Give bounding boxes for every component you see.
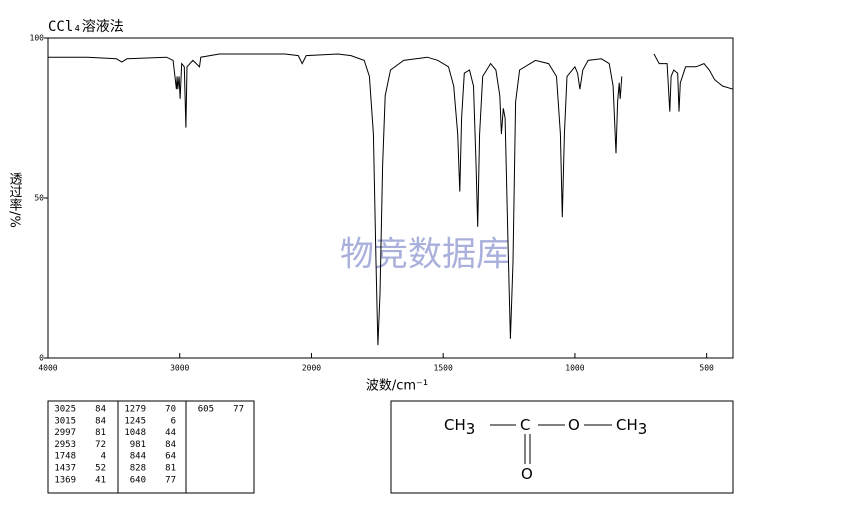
- atom-symbol: O: [521, 465, 533, 483]
- peak-transmittance: 41: [95, 475, 106, 485]
- atom-symbol: CH: [444, 416, 466, 434]
- y-tick-label: 100: [30, 34, 45, 43]
- peak-transmittance: 44: [165, 428, 176, 438]
- peak-wavenumber: 1279: [124, 405, 146, 415]
- peak-wavenumber: 3025: [54, 405, 76, 415]
- atom-label: C: [520, 416, 530, 434]
- plot-frame: [47, 37, 734, 359]
- atom-label: CH3: [444, 416, 475, 438]
- atom-label: O: [568, 416, 580, 434]
- y-tick-label: 50: [34, 194, 44, 203]
- x-tick-label: 1000: [565, 364, 584, 373]
- atom-symbol: C: [520, 416, 530, 434]
- peak-wavenumber: 1748: [54, 452, 76, 462]
- atom-symbol: O: [568, 416, 580, 434]
- peak-transmittance: 77: [233, 405, 244, 415]
- y-tick-label: 0: [39, 354, 44, 363]
- x-tick-label: 3000: [170, 364, 189, 373]
- peak-transmittance: 72: [95, 440, 106, 450]
- peak-transmittance: 4: [101, 452, 106, 462]
- peak-wavenumber: 1437: [54, 464, 76, 474]
- peak-transmittance: 77: [165, 475, 176, 485]
- peak-wavenumber: 3015: [54, 416, 76, 426]
- structure-box: [390, 400, 734, 494]
- peak-transmittance: 81: [165, 464, 176, 474]
- x-tick-label: 1500: [434, 364, 453, 373]
- peak-transmittance: 64: [165, 452, 176, 462]
- peak-transmittance: 52: [95, 464, 106, 474]
- x-axis-label: 波数/cm⁻¹: [366, 379, 428, 394]
- peak-wavenumber: 1369: [54, 475, 76, 485]
- spectrum-line: [48, 53, 734, 346]
- peak-transmittance: 84: [95, 416, 106, 426]
- peak-wavenumber: 981: [130, 440, 146, 450]
- peak-wavenumber: 828: [130, 464, 146, 474]
- peak-transmittance: 70: [165, 405, 176, 415]
- atom-subscript: 3: [638, 420, 648, 438]
- chart-title: CCl₄溶液法: [48, 19, 124, 35]
- peak-wavenumber: 1245: [124, 416, 146, 426]
- atom-label: O: [521, 465, 533, 483]
- peak-wavenumber: 1048: [124, 428, 146, 438]
- peak-wavenumber: 640: [130, 475, 146, 485]
- peak-wavenumber: 2953: [54, 440, 76, 450]
- peak-transmittance: 84: [95, 405, 106, 415]
- atom-symbol: CH: [616, 416, 638, 434]
- x-tick-label: 2000: [302, 364, 321, 373]
- peak-wavenumber: 844: [130, 452, 146, 462]
- peak-wavenumber: 605: [198, 405, 214, 415]
- x-tick-label: 500: [699, 364, 714, 373]
- y-axis-label: 透过率/%: [7, 172, 23, 228]
- atom-subscript: 3: [466, 420, 476, 438]
- x-tick-label: 4000: [38, 364, 57, 373]
- peak-transmittance: 84: [165, 440, 176, 450]
- atom-label: CH3: [616, 416, 647, 438]
- peak-transmittance: 6: [171, 416, 176, 426]
- peak-table: [47, 400, 255, 494]
- peak-wavenumber: 2997: [54, 428, 76, 438]
- watermark: 物竞数据库: [340, 235, 510, 275]
- peak-transmittance: 81: [95, 428, 106, 438]
